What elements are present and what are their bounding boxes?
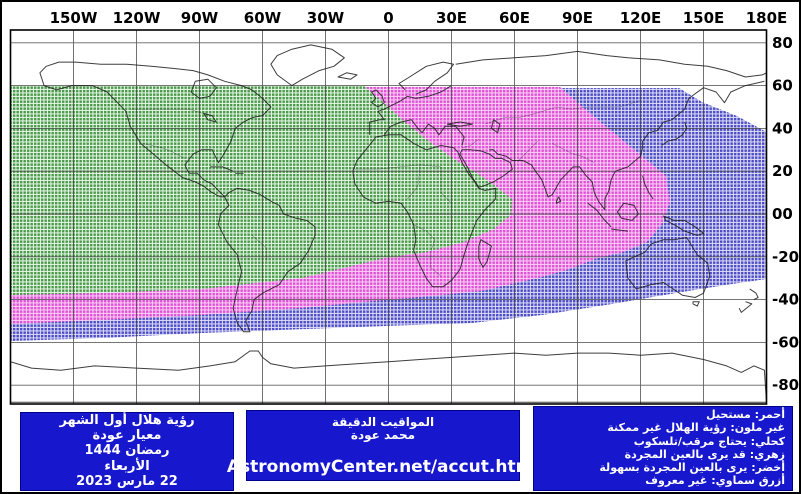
latitude-label: 60 (772, 77, 793, 95)
legend-line: أخضر: يرى بالعين المجردة بسهولة (599, 460, 785, 474)
longitude-label: 90W (181, 9, 219, 27)
legend-line: زهري: قد يرى بالعين المجردة (624, 447, 785, 461)
latitude-label: -80 (772, 376, 799, 394)
longitude-label: 120E (620, 9, 662, 27)
longitude-label: 180E (746, 9, 788, 27)
latitude-label: 20 (772, 162, 793, 180)
info-box-event: رؤية هلال أول الشهر معيار عودة رمضان 1444 ا… (20, 412, 234, 491)
legend-box: أحمر: مستحيل غير ملون: رؤية الهلال غير مم… (533, 406, 793, 491)
map-layers (10, 30, 767, 404)
legend-line: غير ملون: رؤية الهلال غير ممكنة (607, 421, 785, 435)
latitude-label: -40 (772, 291, 799, 309)
legend-line: كحلي: يحتاج مرقب/تلسكوب (633, 434, 785, 448)
longitude-label: 90E (562, 9, 593, 27)
event-info-line: الأربعاء (104, 458, 150, 474)
astronomycenter-url: AstronomyCenter.net/accut.html (226, 457, 540, 477)
longitude-label: 150E (683, 9, 725, 27)
zone-naked-eye-easy (10, 86, 512, 295)
info-box-source: المواقيت الدقيقة محمد عودة AstronomyCente… (227, 410, 539, 481)
latitude-label: 40 (772, 119, 793, 137)
longitude-label: 60W (244, 9, 282, 27)
latitude-label: 80 (772, 34, 793, 52)
latitude-axis: 80 60 40 20 00 -20 -40 -60 -80 (772, 34, 799, 394)
latitude-label: -20 (772, 248, 799, 266)
country-borders (130, 100, 641, 277)
event-info-line: رمضان 1444 (84, 443, 170, 459)
latitude-label: 00 (772, 205, 793, 223)
graticule (10, 30, 767, 404)
event-info-line: رؤية هلال أول الشهر (59, 412, 195, 428)
source-info-line: المواقيت الدقيقة (331, 415, 435, 429)
event-info-line: معيار عودة (92, 428, 162, 444)
longitude-label: 30W (307, 9, 345, 27)
longitude-label: 150W (50, 9, 98, 27)
longitude-label: 60E (499, 9, 530, 27)
legend-line: أزرق سماوي: غير معروف (645, 474, 785, 488)
longitude-axis: 150W 120W 90W 60W 30W 0 30E 60E 90E 120E 150E 180E (50, 9, 788, 27)
latitude-label: -60 (772, 333, 799, 351)
longitude-label: 30E (436, 9, 467, 27)
source-arabic-lines: المواقيت الدقيقة محمد عودة (332, 416, 434, 442)
event-info-line: 22 مارس 2023 (76, 474, 178, 490)
longitude-label: 120W (113, 9, 161, 27)
longitude-label: 0 (383, 9, 393, 27)
legend-line: أحمر: مستحيل (706, 408, 785, 422)
source-info-line: محمد عودة (350, 428, 416, 442)
coastlines (10, 44, 767, 403)
map-frame (9, 29, 768, 405)
